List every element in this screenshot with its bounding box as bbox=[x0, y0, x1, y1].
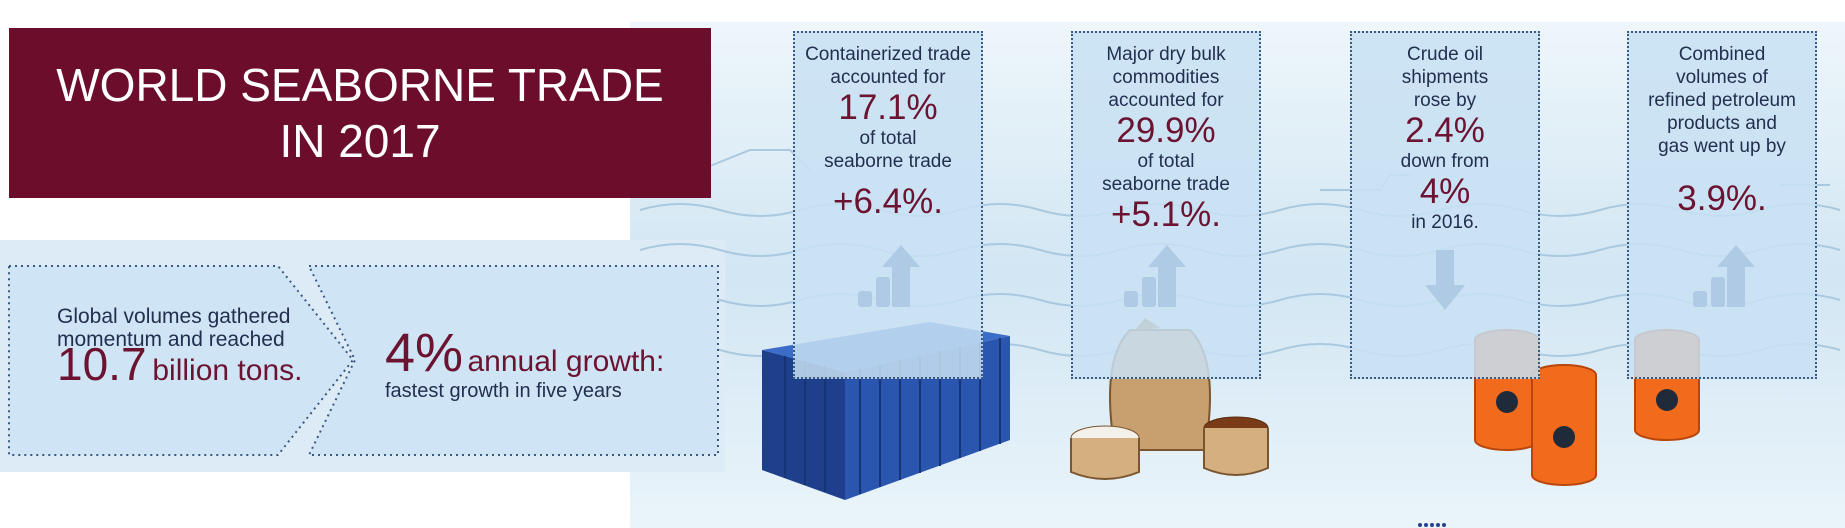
panel-text: of total bbox=[859, 128, 917, 149]
summary-line: Global volumes gathered bbox=[57, 305, 291, 328]
summary-unit: billion tons. bbox=[152, 354, 303, 387]
panel: Combined volumes of refined petroleum pr… bbox=[1627, 31, 1817, 379]
summary-figure: 10.7 billion tons. bbox=[57, 341, 303, 387]
panel-text: refined petroleum bbox=[1648, 90, 1796, 111]
oil-drops bbox=[1496, 389, 1678, 448]
panel-figure: +5.1%. bbox=[1111, 195, 1221, 234]
panel-text: shipments bbox=[1401, 67, 1489, 88]
growth-box bbox=[307, 265, 719, 456]
panel: Crude oil shipments rose by 2.4% down fr… bbox=[1350, 31, 1540, 379]
growth-label: annual growth: bbox=[467, 345, 665, 378]
panel-text: accounted for bbox=[1108, 90, 1224, 111]
growth-note: fastest growth in five years bbox=[385, 380, 622, 402]
panel-text: Containerized trade bbox=[805, 44, 971, 65]
panel-text: seaborne trade bbox=[1102, 174, 1230, 195]
panel: Containerized trade accounted for 17.1% … bbox=[793, 31, 983, 379]
title-line: IN 2017 bbox=[279, 115, 441, 167]
panel-text: in 2016. bbox=[1411, 212, 1479, 233]
panel-text: accounted for bbox=[830, 67, 946, 88]
summary-value: 10.7 bbox=[57, 338, 147, 390]
footer-dots bbox=[1418, 523, 1446, 527]
panel-text: Crude oil bbox=[1406, 44, 1484, 65]
panel-text: seaborne trade bbox=[824, 151, 952, 172]
panel-figure: 3.9%. bbox=[1677, 179, 1767, 218]
panel-figure: 17.1% bbox=[838, 88, 938, 127]
title-line: WORLD SEABORNE TRADE bbox=[56, 59, 664, 111]
summary-box bbox=[8, 265, 355, 456]
panel-text: Combined bbox=[1678, 44, 1766, 65]
panel-text: volumes of bbox=[1676, 67, 1768, 88]
panel-text: down from bbox=[1400, 151, 1490, 172]
growth-text: 4% annual growth: fastest growth in five… bbox=[385, 322, 664, 403]
growth-value: 4% bbox=[385, 323, 464, 383]
summary-line: momentum and reached bbox=[57, 328, 285, 351]
panel-text: commodities bbox=[1112, 67, 1220, 88]
panel-figure: 29.9% bbox=[1116, 111, 1216, 150]
panel-figure: 4% bbox=[1419, 172, 1471, 211]
panel: Major dry bulk commodities accounted for… bbox=[1071, 31, 1261, 379]
panel-text: Major dry bulk bbox=[1106, 44, 1226, 65]
panel-text: rose by bbox=[1413, 90, 1477, 111]
panel-text: of total bbox=[1137, 151, 1195, 172]
summary-text: Global volumes gathered momentum and rea… bbox=[57, 305, 303, 387]
panel-text: products and bbox=[1667, 113, 1777, 134]
title-box: WORLD SEABORNE TRADE IN 2017 bbox=[9, 28, 711, 198]
panel-text: gas went up by bbox=[1658, 136, 1786, 157]
panel-figure: 2.4% bbox=[1405, 111, 1485, 150]
panel-figure: +6.4%. bbox=[833, 182, 943, 221]
